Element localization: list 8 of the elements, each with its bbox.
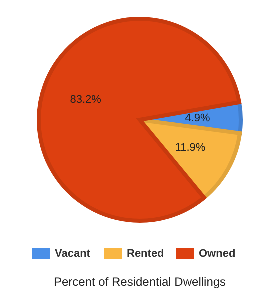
data-label: 4.9% bbox=[185, 112, 210, 125]
pie-slice bbox=[37, 17, 242, 223]
legend-label: Owned bbox=[199, 248, 236, 260]
legend-label: Rented bbox=[127, 248, 164, 260]
text: Percent of Residential Dwellings bbox=[54, 275, 226, 289]
data-label: 83.2% bbox=[70, 94, 102, 106]
legend-label: Vacant bbox=[55, 248, 91, 260]
data-label: 11.9% bbox=[175, 142, 206, 154]
